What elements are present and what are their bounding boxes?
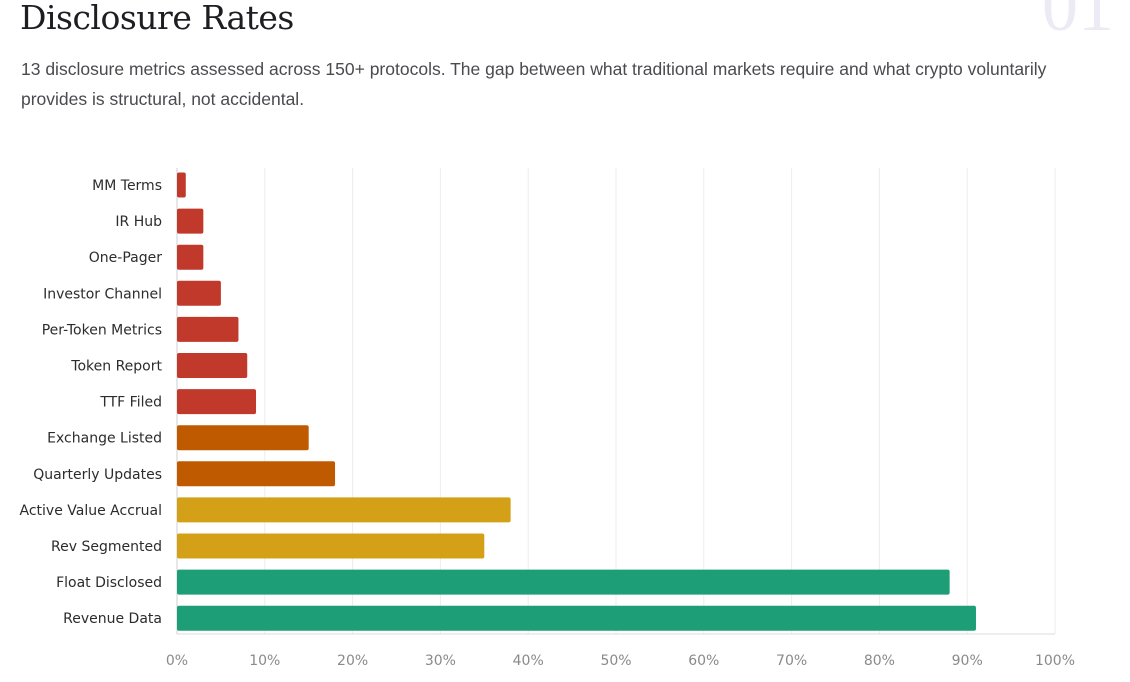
category-label: MM Terms bbox=[92, 178, 162, 194]
category-label: Rev Segmented bbox=[51, 539, 162, 555]
bar bbox=[177, 280, 221, 306]
bar bbox=[177, 244, 204, 270]
x-tick-label: 0% bbox=[166, 653, 188, 669]
x-tick-label: 90% bbox=[952, 653, 983, 669]
x-tick-label: 40% bbox=[513, 653, 544, 669]
category-label: Quarterly Updates bbox=[33, 467, 162, 483]
category-label: Token Report bbox=[70, 359, 162, 375]
category-label: One-Pager bbox=[89, 250, 162, 266]
bar bbox=[177, 605, 976, 631]
bar bbox=[177, 569, 950, 595]
x-tick-label: 100% bbox=[1035, 653, 1075, 669]
bar bbox=[177, 389, 257, 415]
x-tick-label: 20% bbox=[337, 653, 368, 669]
bar bbox=[177, 425, 309, 451]
category-label: Revenue Data bbox=[63, 611, 162, 627]
x-tick-label: 30% bbox=[425, 653, 456, 669]
bar bbox=[177, 172, 186, 198]
page-description: 13 disclosure metrics assessed across 15… bbox=[21, 59, 1047, 109]
category-label: Investor Channel bbox=[43, 286, 162, 302]
gridlines bbox=[176, 168, 1056, 635]
bars bbox=[177, 172, 976, 631]
x-tick-label: 80% bbox=[864, 653, 895, 669]
category-label: TTF Filed bbox=[99, 395, 162, 411]
category-label: Active Value Accrual bbox=[20, 503, 162, 519]
page-title: Disclosure Rates bbox=[20, 0, 294, 37]
category-label: Float Disclosed bbox=[56, 575, 162, 591]
x-tick-label: 10% bbox=[249, 653, 280, 669]
bar bbox=[177, 208, 204, 234]
category-labels: MM Terms IR Hub One-Pager Investor Channel P… bbox=[20, 178, 163, 627]
x-tick-label: 50% bbox=[600, 653, 631, 669]
category-label: Per-Token Metrics bbox=[42, 322, 162, 338]
bar bbox=[177, 316, 239, 342]
category-label: Exchange Listed bbox=[47, 431, 162, 447]
section-number: 01 bbox=[1042, 0, 1114, 46]
bar bbox=[177, 497, 511, 523]
category-label: IR Hub bbox=[115, 214, 162, 230]
x-tick-label: 60% bbox=[688, 653, 719, 669]
x-tick-label: 70% bbox=[776, 653, 807, 669]
bar bbox=[177, 353, 248, 378]
x-axis-ticks: 0% 10% 20% 30% 40% 50% 60% 70% 80% 90% 100% bbox=[166, 653, 1075, 669]
bar bbox=[177, 461, 336, 487]
bar bbox=[177, 533, 485, 559]
